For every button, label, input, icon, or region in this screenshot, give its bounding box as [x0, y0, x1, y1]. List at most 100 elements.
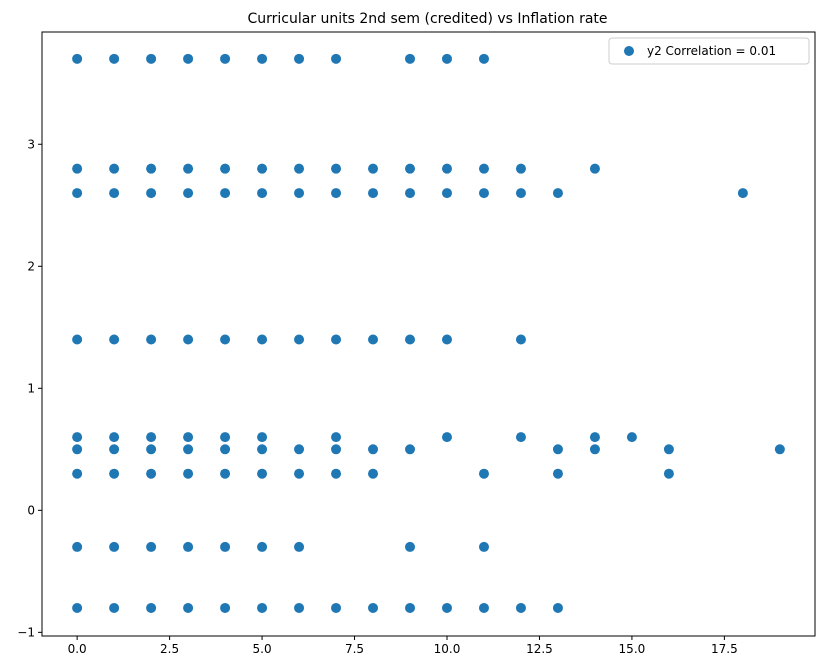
data-point: [405, 53, 416, 64]
x-tick-label: 5.0: [253, 642, 272, 656]
data-point: [331, 163, 342, 174]
data-point: [220, 541, 231, 552]
data-point: [774, 444, 785, 455]
data-point: [183, 444, 194, 455]
data-point: [146, 541, 157, 552]
data-point: [552, 444, 563, 455]
x-tick-label: 15.0: [619, 642, 646, 656]
legend-marker: [624, 46, 634, 56]
data-point: [515, 432, 526, 443]
data-point: [405, 163, 416, 174]
data-point: [331, 334, 342, 345]
data-point: [478, 163, 489, 174]
data-point: [146, 163, 157, 174]
data-point: [331, 468, 342, 479]
data-point: [257, 602, 268, 613]
data-point: [220, 163, 231, 174]
data-point: [441, 432, 452, 443]
data-point: [72, 602, 83, 613]
data-point: [441, 334, 452, 345]
data-point: [109, 163, 120, 174]
data-point: [183, 602, 194, 613]
data-point: [183, 432, 194, 443]
data-point: [294, 444, 305, 455]
data-point: [109, 444, 120, 455]
data-point: [405, 444, 416, 455]
data-point: [626, 432, 637, 443]
x-tick-label: 0.0: [68, 642, 87, 656]
data-point: [441, 163, 452, 174]
data-point: [478, 541, 489, 552]
data-point: [331, 602, 342, 613]
axes-frame: [41, 31, 816, 637]
data-point: [368, 602, 379, 613]
data-point: [109, 432, 120, 443]
data-point: [257, 334, 268, 345]
data-point: [109, 188, 120, 199]
data-point: [257, 432, 268, 443]
data-point: [294, 468, 305, 479]
y-tick-label: 3: [27, 137, 35, 151]
data-point: [368, 444, 379, 455]
data-point: [257, 468, 268, 479]
data-point: [257, 163, 268, 174]
data-point: [294, 53, 305, 64]
data-point: [146, 444, 157, 455]
data-point: [294, 602, 305, 613]
data-point: [368, 163, 379, 174]
data-point: [515, 163, 526, 174]
plot-area: [42, 32, 815, 636]
data-point: [220, 432, 231, 443]
data-point: [72, 188, 83, 199]
data-point: [515, 334, 526, 345]
data-point: [663, 444, 674, 455]
x-tick-label: 12.5: [526, 642, 553, 656]
data-point: [478, 602, 489, 613]
data-point: [515, 602, 526, 613]
data-point: [515, 188, 526, 199]
x-tick-label: 17.5: [711, 642, 738, 656]
data-point: [72, 53, 83, 64]
data-point: [220, 188, 231, 199]
data-point: [294, 163, 305, 174]
data-point: [552, 602, 563, 613]
y-tick-label: 0: [27, 503, 35, 517]
data-point: [478, 53, 489, 64]
data-point: [146, 53, 157, 64]
y-tick-label: 2: [27, 259, 35, 273]
data-point: [109, 334, 120, 345]
data-point: [220, 468, 231, 479]
data-point: [331, 432, 342, 443]
data-point: [552, 188, 563, 199]
data-point: [220, 53, 231, 64]
data-point: [257, 188, 268, 199]
data-point: [72, 163, 83, 174]
data-point: [146, 468, 157, 479]
data-point: [72, 541, 83, 552]
data-points: [72, 53, 785, 613]
data-point: [109, 541, 120, 552]
data-point: [441, 53, 452, 64]
data-point: [183, 188, 194, 199]
data-point: [146, 188, 157, 199]
data-point: [441, 188, 452, 199]
data-point: [257, 444, 268, 455]
data-point: [220, 602, 231, 613]
x-tick-label: 2.5: [160, 642, 179, 656]
data-point: [663, 468, 674, 479]
data-point: [183, 334, 194, 345]
data-point: [183, 541, 194, 552]
data-point: [331, 53, 342, 64]
data-point: [368, 334, 379, 345]
data-point: [552, 468, 563, 479]
data-point: [405, 334, 416, 345]
data-point: [146, 432, 157, 443]
chart-title: Curricular units 2nd sem (credited) vs I…: [247, 11, 607, 27]
data-point: [183, 468, 194, 479]
data-point: [220, 334, 231, 345]
legend-label: y2 Correlation = 0.01: [647, 44, 776, 58]
data-point: [146, 602, 157, 613]
legend-box: [608, 37, 810, 65]
data-point: [72, 432, 83, 443]
